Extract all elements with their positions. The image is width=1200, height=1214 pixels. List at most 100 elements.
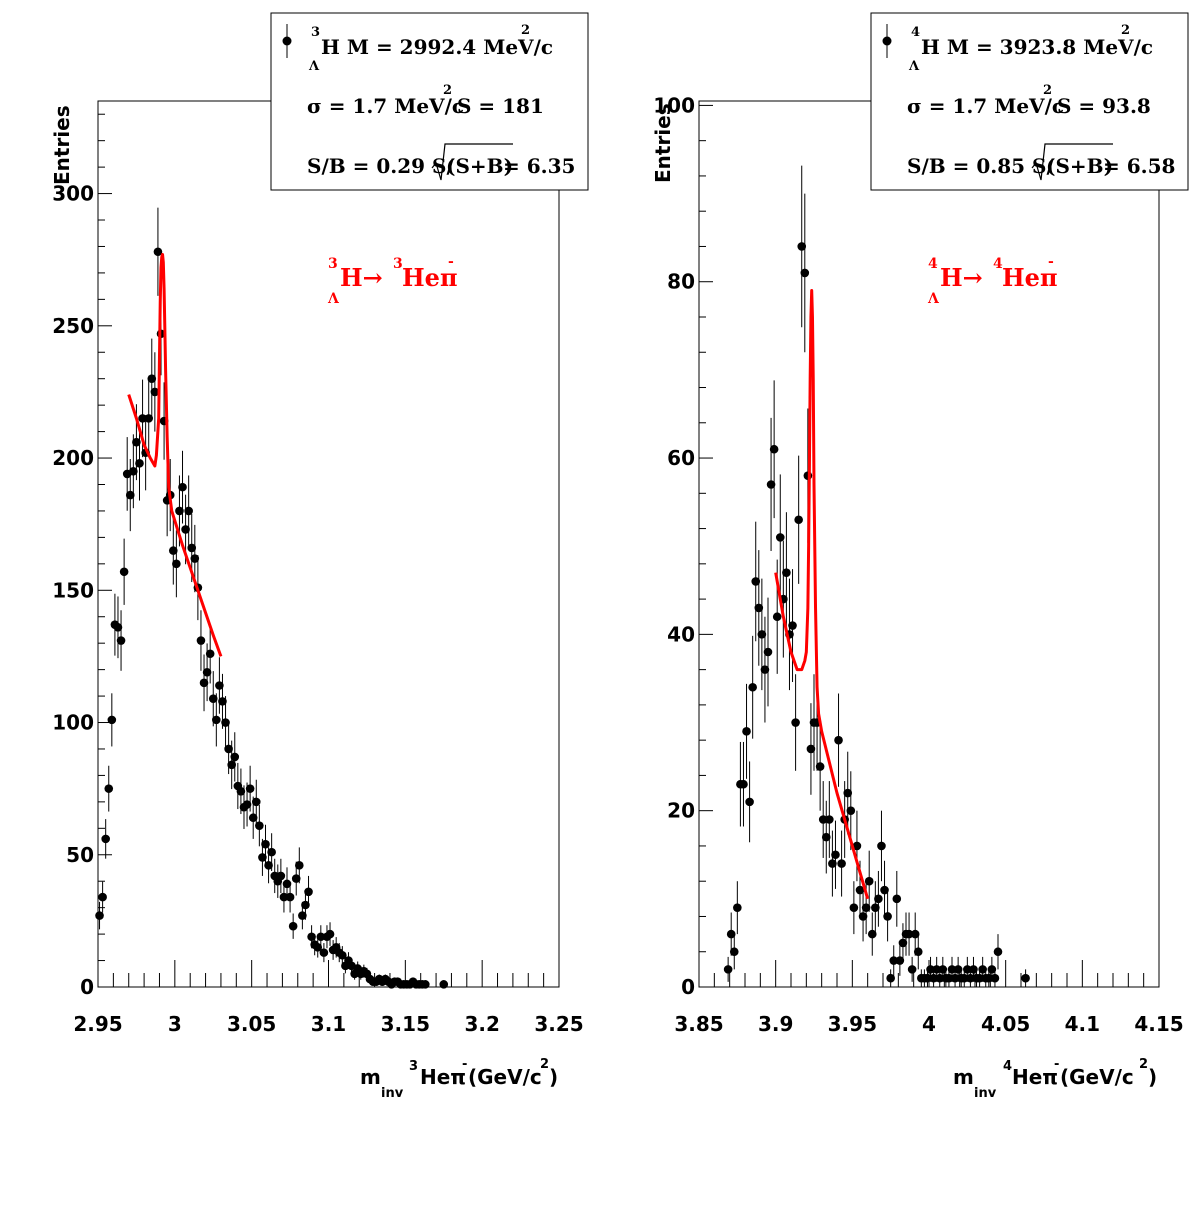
left-y-tick-label: 150 <box>52 578 94 602</box>
right-data-point <box>775 533 785 542</box>
right-y-axis-title: Entries <box>651 103 675 183</box>
left-data-point <box>98 892 107 902</box>
left-data-point <box>307 932 316 942</box>
right-decay-annotation: 4 Λ H→ 4 Heπ - <box>927 254 1058 307</box>
right-data-point <box>855 885 865 895</box>
right-x-tick-label: 4 <box>922 1012 936 1036</box>
right-data-point <box>831 850 840 860</box>
left-data-point <box>153 247 163 257</box>
right-y-tick-label: 20 <box>667 799 695 823</box>
left-xlabel-m: m <box>360 1065 381 1089</box>
right-data-point <box>754 603 764 613</box>
right-data-point <box>843 788 853 798</box>
left-xlabel-unit: (GeV/c <box>468 1065 542 1089</box>
right-y-tick-label: 100 <box>653 93 695 117</box>
left-legend-line2-s: S = 181 <box>457 94 544 118</box>
right-data-point <box>745 797 754 807</box>
right-data-point <box>969 965 978 974</box>
left-xlabel-main: Heπ <box>420 1065 466 1089</box>
left-legend-sub: Λ <box>308 59 320 74</box>
right-data-point <box>846 806 856 815</box>
left-data-point <box>147 374 157 384</box>
right-data-point <box>883 912 892 921</box>
right-data-point <box>963 965 972 974</box>
left-data-point <box>172 559 181 569</box>
left-ann-a: H→ <box>340 263 383 292</box>
left-data-point <box>319 948 329 957</box>
right-data-point <box>910 929 920 939</box>
right-data-point <box>975 973 984 983</box>
right-legend-sqrt-sign <box>1031 143 1113 181</box>
left-data-point <box>178 482 187 492</box>
left-data-point <box>168 546 178 555</box>
left-data-point <box>258 853 267 862</box>
right-legend-box <box>870 12 1189 191</box>
left-data-point <box>104 784 114 793</box>
right-data-point <box>886 973 895 983</box>
left-fit-line <box>127 252 223 657</box>
left-x-tick-label: 3 <box>168 1012 182 1036</box>
right-data-point <box>938 965 948 974</box>
right-data-point <box>874 894 883 904</box>
left-legend-line3-value: = 6.35 <box>503 154 575 178</box>
left-data-point <box>196 636 206 645</box>
left-data-point <box>276 871 286 881</box>
right-x-tick-labels: 3.85 3.9 3.95 4 4.05 4.1 4.15 <box>674 1012 1183 1036</box>
left-data-point <box>255 821 264 830</box>
left-ann-b: Heπ <box>402 263 458 292</box>
right-data-point <box>815 762 825 771</box>
right-legend-sup: 4 <box>911 25 920 40</box>
right-data-point <box>797 242 807 251</box>
right-data-point <box>950 973 960 983</box>
right-data-point <box>978 965 987 974</box>
left-fit-curve <box>127 252 223 657</box>
left-data-point <box>245 784 255 793</box>
right-data-point <box>990 973 1000 983</box>
left-data-point <box>224 744 233 754</box>
right-y-tick-label: 0 <box>681 975 695 999</box>
left-data-point <box>202 667 212 677</box>
right-ann-b: Heπ <box>1002 263 1058 292</box>
left-data-point <box>298 911 307 920</box>
left-data-point <box>101 834 110 844</box>
right-ann-sub1: Λ <box>927 291 940 307</box>
left-ann-sup2: 3 <box>393 256 403 272</box>
left-x-tick-label: 3.05 <box>227 1012 276 1036</box>
right-data-point <box>926 965 935 974</box>
left-data-point <box>190 554 200 563</box>
left-data-point <box>304 887 313 897</box>
right-legend-line3-root: (S+B) <box>1046 154 1113 178</box>
right-data-point <box>984 973 994 983</box>
left-xlabel-unit-close: ) <box>549 1065 558 1089</box>
left-data-point <box>138 414 147 423</box>
right-data-point <box>871 903 880 912</box>
left-y-tick-label: 250 <box>52 314 94 338</box>
right-data-point <box>723 965 733 974</box>
right-data-point <box>913 947 923 957</box>
left-data-point <box>218 697 227 706</box>
left-data-point <box>325 929 335 939</box>
right-xlabel-m: m <box>953 1065 974 1089</box>
right-data-point <box>895 956 905 965</box>
right-data-point <box>794 515 803 525</box>
right-data-point <box>821 832 831 842</box>
left-legend-line3-root: (S+B) <box>446 154 513 178</box>
left-data-point <box>242 800 252 809</box>
left-data-point <box>227 760 236 770</box>
left-data-point <box>282 879 292 889</box>
left-ann-minus: - <box>448 254 454 270</box>
left-data-point <box>236 786 246 796</box>
right-legend-sub: Λ <box>908 59 920 74</box>
left-legend-line2-sup: 2 <box>443 83 452 98</box>
left-data-point <box>248 813 258 823</box>
left-legend: 3 Λ H M = 2992.4 MeV/c 2 σ = 1.7 MeV/c 2… <box>270 12 589 191</box>
left-data-point <box>205 649 215 659</box>
right-legend-line2-sup: 2 <box>1043 83 1052 98</box>
left-x-tick-labels: 2.95 3 3.05 3.1 3.15 3.2 3.25 <box>73 1012 583 1036</box>
left-ann-sub1: Λ <box>327 291 340 307</box>
left-data-point <box>144 414 154 423</box>
right-data-point <box>763 647 773 657</box>
right-x-tick-label: 4.15 <box>1134 1012 1183 1036</box>
right-data-point <box>953 965 963 974</box>
